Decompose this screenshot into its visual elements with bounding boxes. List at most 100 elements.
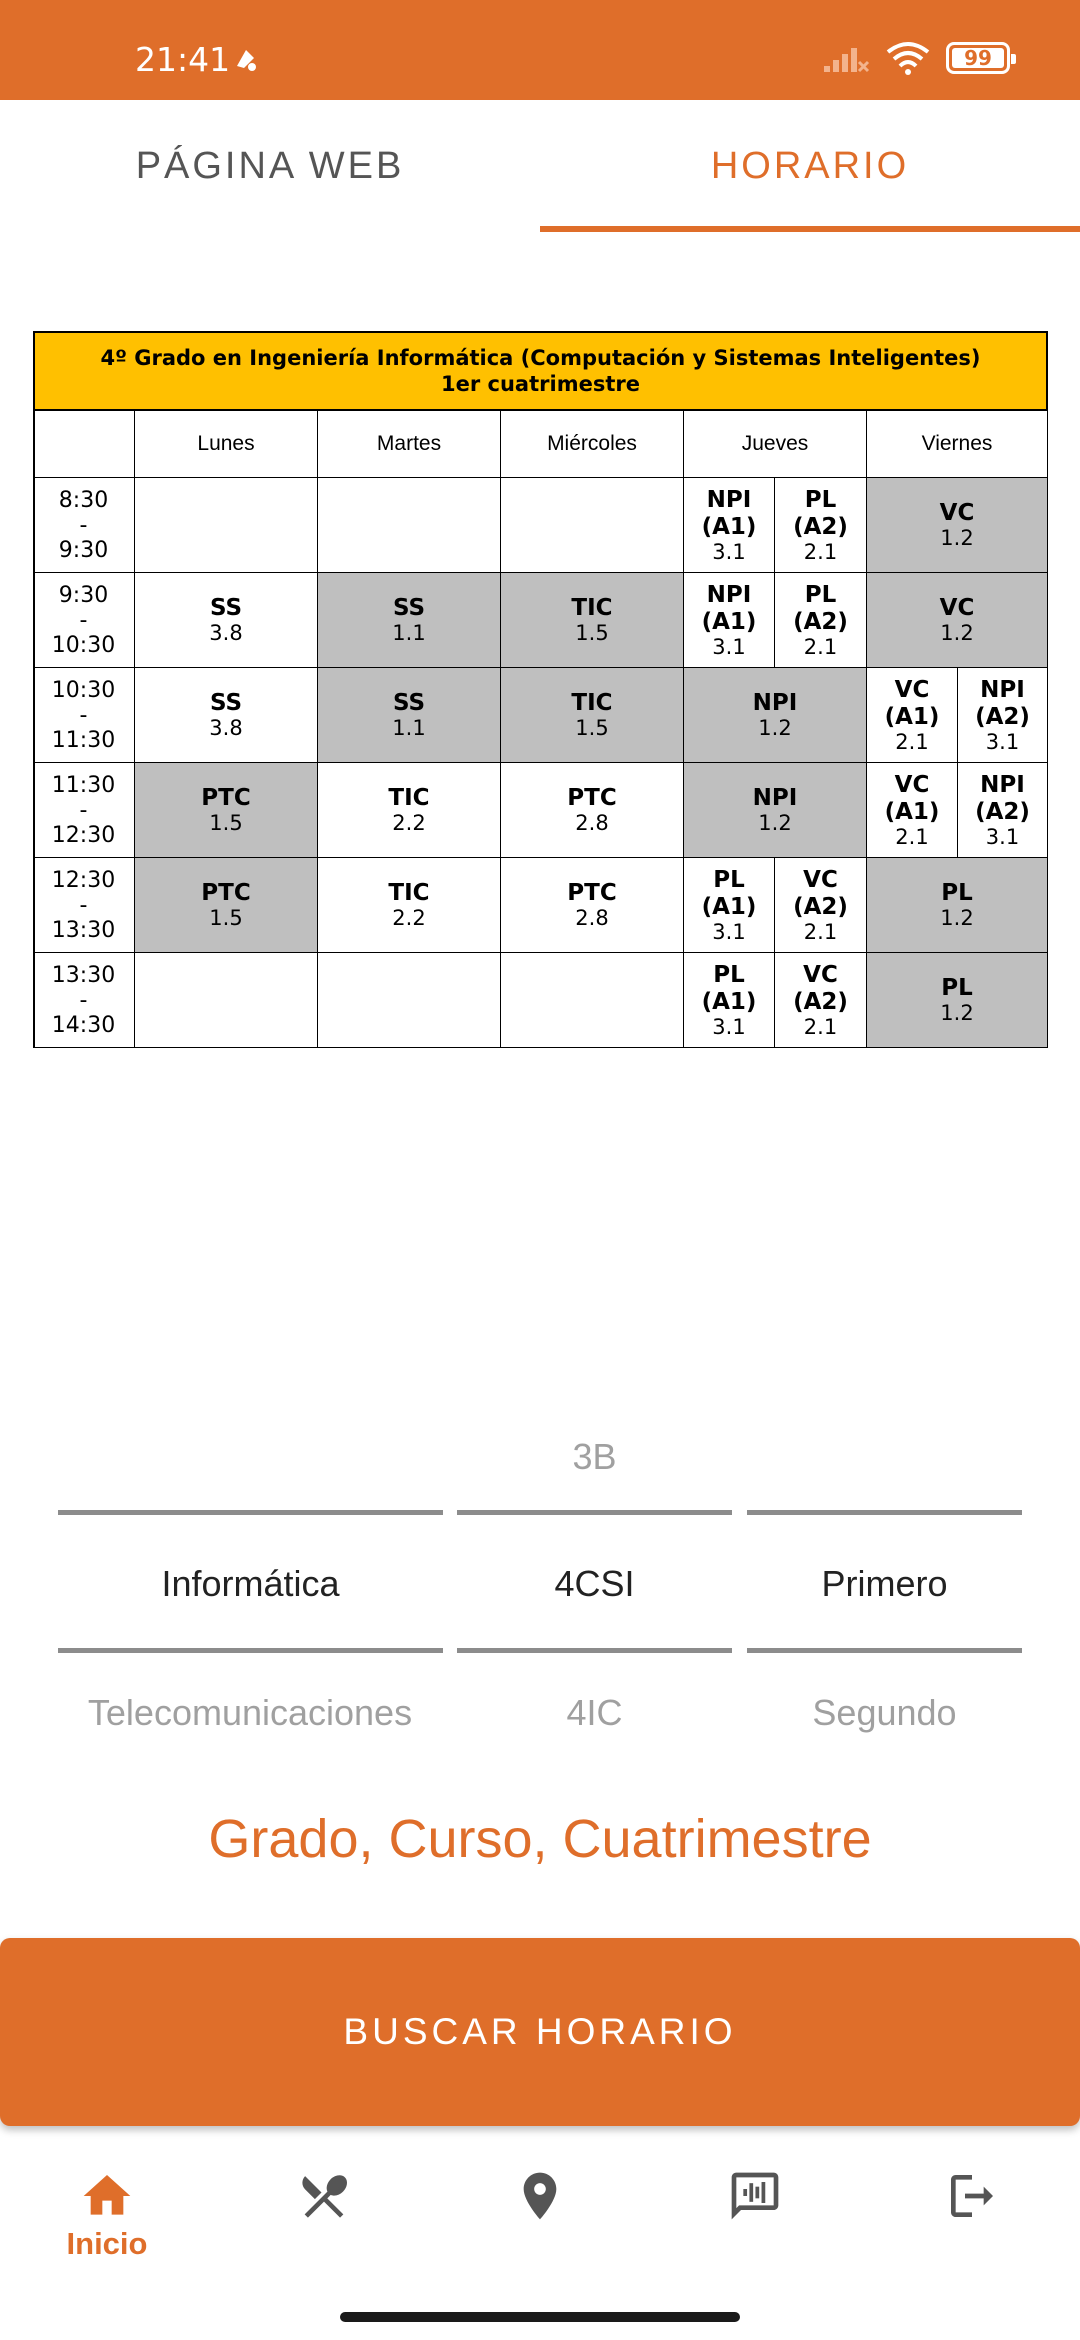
nav-item-restaurant[interactable] [264,2168,384,2224]
class-subject: PL [804,486,837,513]
day-header-miercoles: Miércoles [501,411,684,478]
class-cell: SS 3.8 [135,573,318,668]
schedule-corner-cell [33,411,135,478]
class-cell: VC 1.2 [867,573,1048,668]
class-subject: VC [803,961,838,988]
class-subject: PTC [567,880,617,906]
grado-picker-bottom-line [58,1648,443,1653]
class-cell: NPI 1.2 [684,763,867,858]
class-subject: (A2) [793,608,848,635]
time-start: 8:30 [58,487,109,513]
time-sep: - [79,512,88,538]
class-subject: NPI [752,690,798,716]
class-cell: NPI (A1) 3.1 [684,478,775,573]
battery-icon: 99 [946,42,1016,74]
class-cell: PL (A1) 3.1 [684,858,775,953]
curso-option-above[interactable]: 3B [572,1436,617,1477]
grado-option-below[interactable]: Telecomunicaciones [87,1692,413,1733]
day-header-martes: Martes [318,411,501,478]
class-subject: TIC [388,880,430,906]
schedule-table: Lunes Martes Miércoles Jueves Viernes 8:30-9:… [33,411,1048,1325]
time-end: 13:30 [51,917,116,943]
class-room: 2.1 [803,919,838,944]
class-cell: VC (A1) 2.1 [867,668,958,763]
time-start: 13:30 [51,962,116,988]
tab-horario[interactable]: HORARIO [540,100,1080,232]
class-room: 1.2 [940,526,974,550]
home-icon [83,2175,131,2215]
search-schedule-button[interactable]: BUSCAR HORARIO [0,1938,1080,2126]
class-room: 1.1 [392,621,426,645]
tab-pagina-web[interactable]: PÁGINA WEB [135,144,405,187]
cuatrimestre-selected[interactable]: Primero [821,1563,948,1604]
class-subject: VC [894,771,930,798]
class-cell: SS 1.1 [318,573,501,668]
class-subject: VC [894,676,930,703]
class-subject: PL [804,581,837,608]
class-subject: NPI [706,581,752,608]
time-slot-cell: 8:30-9:30 [33,478,135,573]
time-sep: - [79,987,88,1013]
grado-selected[interactable]: Informática [161,1563,340,1604]
class-subject: PL [941,880,973,906]
nav-item-voice-chat[interactable] [695,2168,815,2224]
restaurant-icon [302,2175,348,2218]
grado-picker-top-line [58,1510,443,1515]
schedule-title: 4º Grado en Ingeniería Informática (Comp… [33,331,1048,411]
time-start: 10:30 [51,677,116,703]
nav-item-location[interactable] [480,2168,600,2224]
class-cell: NPI (A2) 3.1 [958,763,1048,858]
class-room: 2.2 [392,906,426,930]
class-subject: (A1) [701,608,757,635]
class-subject: SS [209,690,243,716]
nav-label-inicio: Inicio [66,2226,148,2261]
class-cell [135,478,318,573]
home-indicator [340,2312,740,2322]
class-cell: PL (A2) 2.1 [775,478,867,573]
class-room: 2.1 [895,729,929,754]
time-end: 10:30 [51,632,116,658]
class-cell: PL 1.2 [867,858,1048,953]
class-subject: SS [209,595,243,621]
class-subject: PL [713,866,745,893]
class-subject: PTC [201,880,251,906]
class-subject: PL [713,961,745,988]
class-cell: NPI 1.2 [684,668,867,763]
status-time: 21:41 [135,40,231,79]
class-room: 1.5 [209,906,243,930]
nav-item-inicio[interactable]: Inicio [47,2168,167,2262]
class-room: 1.2 [940,1001,974,1025]
class-room: 2.1 [803,539,838,564]
class-subject: (A2) [793,513,848,540]
class-cell: PTC 1.5 [135,763,318,858]
curso-picker-top-line [457,1510,732,1515]
class-cell: NPI (A2) 3.1 [958,668,1048,763]
location-pin-icon [523,2172,557,2220]
class-cell: SS 3.8 [135,668,318,763]
time-slot-cell: 12:30-13:30 [33,858,135,953]
class-room: 3.1 [712,1014,746,1039]
class-cell: PTC 1.5 [135,858,318,953]
class-cell: PL 1.2 [867,953,1048,1048]
class-room: 2.8 [575,906,609,930]
curso-option-below[interactable]: 4IC [566,1692,623,1733]
signal-icon [824,48,870,73]
cuatrimestre-option-below[interactable]: Segundo [812,1692,957,1733]
bottom-navigation: Inicio [0,2140,1080,2340]
class-subject: (A1) [701,893,757,920]
curso-selected[interactable]: 4CSI [554,1563,635,1604]
time-slot-cell: 10:30-11:30 [33,668,135,763]
class-subject: (A2) [793,988,848,1015]
class-cell: NPI (A1) 3.1 [684,573,775,668]
class-subject: PTC [201,785,251,811]
time-end: 9:30 [58,537,109,563]
nav-item-logout[interactable] [912,2168,1032,2224]
class-cell [135,953,318,1048]
day-header-viernes: Viernes [867,411,1048,478]
class-cell: PTC 2.8 [501,858,684,953]
time-slot-cell: 11:30-12:30 [33,763,135,858]
voice-chat-icon [731,2172,779,2220]
class-cell: TIC 2.2 [318,763,501,858]
picker-section-label: Grado, Curso, Cuatrimestre [208,1809,872,1869]
class-cell: VC (A2) 2.1 [775,953,867,1048]
